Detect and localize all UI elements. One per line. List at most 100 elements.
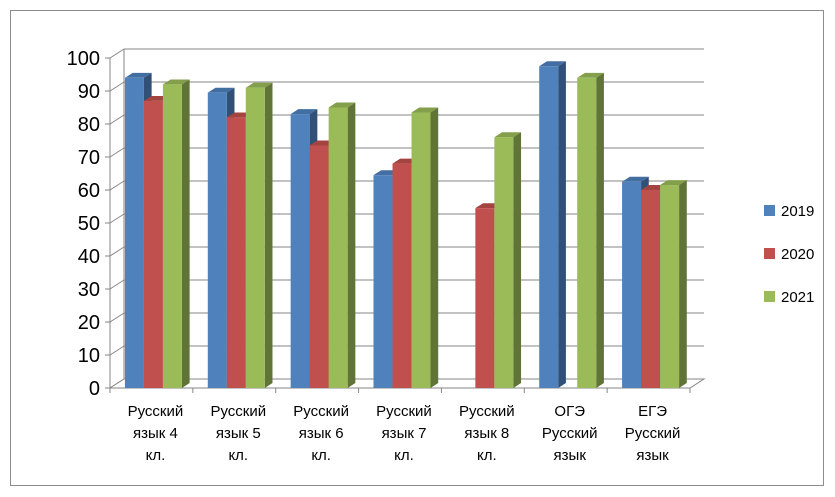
x-tick-label: Русский [376, 403, 432, 420]
bar-side [558, 61, 566, 389]
bar-front [143, 100, 163, 389]
bar-front [641, 190, 661, 388]
legend-label: 2019 [781, 203, 814, 220]
bar-side [513, 132, 522, 388]
legend-swatch [764, 205, 775, 216]
bar-top [411, 107, 439, 113]
x-tick-label: кл. [311, 447, 331, 464]
bar-top [622, 176, 649, 182]
bar [162, 79, 190, 389]
bar-top [245, 82, 273, 88]
gridline-side [109, 312, 125, 323]
x-tick-label: кл. [228, 447, 248, 464]
gridline-side [109, 114, 125, 125]
bar-front [226, 117, 246, 389]
x-tick-label: язык 6 [299, 425, 344, 442]
bar-front [162, 84, 182, 389]
x-tick-label: Русский [459, 403, 515, 420]
x-tick-label: Русский [542, 425, 598, 442]
bar-top [539, 61, 566, 67]
y-tick-label: 100 [67, 48, 100, 70]
bar-front [392, 163, 412, 388]
bar [328, 102, 356, 389]
x-tick-label: язык 7 [382, 425, 427, 442]
gridline-side [109, 213, 125, 224]
bar-top [290, 109, 318, 115]
bar [539, 61, 566, 389]
bar-front [577, 77, 597, 389]
x-tick-label: кл. [394, 447, 414, 464]
bar-front [411, 112, 431, 388]
gridline-side [109, 279, 125, 290]
x-tick-label: Русский [625, 425, 681, 442]
x-tick-label: язык 5 [216, 425, 261, 442]
legend-label: 2020 [781, 246, 814, 263]
bar-front [124, 77, 144, 389]
y-tick-label: 50 [78, 213, 100, 235]
bar-front [622, 181, 642, 388]
bar-front [207, 92, 227, 389]
bar-front [660, 185, 680, 388]
bar-side [264, 82, 273, 388]
x-tick-label: кл. [477, 447, 497, 464]
bar-front [328, 107, 348, 388]
y-tick-label: 60 [78, 180, 100, 202]
y-tick-label: 80 [78, 114, 100, 136]
legend-swatch [764, 291, 775, 302]
bar-top [328, 102, 356, 108]
bar-front [245, 87, 265, 388]
gridline-side [109, 246, 125, 257]
bar [411, 107, 439, 388]
x-tick-label: язык [554, 447, 587, 464]
bar-side [596, 72, 604, 388]
x-tick-label: Русский [293, 403, 349, 420]
legend-swatch [764, 248, 775, 259]
bar-front [309, 145, 329, 388]
bar-top [207, 87, 235, 93]
y-tick-label: 30 [78, 279, 100, 301]
bar [494, 132, 522, 388]
bar-front [494, 137, 514, 388]
chart-bars [124, 61, 687, 389]
gridline-side [109, 345, 125, 356]
y-tick-label: 70 [78, 147, 100, 169]
x-tick-label: язык 4 [133, 425, 178, 442]
bar-front [290, 114, 310, 388]
gridline-side [109, 48, 125, 59]
bar [245, 82, 273, 388]
bar-front [475, 208, 495, 388]
y-tick-label: 10 [78, 345, 100, 367]
x-tick-label: Русский [128, 403, 184, 420]
x-axis-tick-labels: Русский язык 4 кл. Русский язык 5 кл. Русский я… [128, 403, 681, 464]
gridline-side [109, 81, 125, 92]
bar [660, 180, 687, 388]
legend-label: 2021 [781, 289, 814, 306]
bar-top [124, 72, 152, 78]
bar-side [347, 102, 356, 389]
bar-top [577, 72, 604, 78]
x-tick-label: ЕГЭ [638, 403, 667, 420]
y-tick-label: 40 [78, 246, 100, 268]
bar-side [679, 180, 687, 388]
y-tick-label: 0 [89, 378, 100, 400]
x-tick-label: Русский [210, 403, 266, 420]
gridline-side [109, 147, 125, 158]
y-tick-label: 90 [78, 81, 100, 103]
x-tick-label: ОГЭ [554, 403, 585, 420]
bar-top [494, 132, 522, 138]
x-tick-label: язык [636, 447, 669, 464]
y-axis-tick-labels: 0 10 20 30 40 50 60 70 80 90 100 [67, 48, 100, 400]
x-tick-label: язык 8 [464, 425, 509, 442]
bar-front [539, 66, 559, 388]
bar [577, 72, 604, 389]
bar-top [162, 79, 190, 85]
x-tick-label: кл. [146, 447, 166, 464]
bar-side [181, 79, 190, 388]
bar-front [373, 175, 393, 388]
chart-legend: 2019 2020 2021 [764, 203, 814, 306]
y-tick-label: 20 [78, 312, 100, 334]
gridline-side [109, 180, 125, 191]
bar-top [660, 180, 687, 186]
bar-side [430, 107, 439, 388]
